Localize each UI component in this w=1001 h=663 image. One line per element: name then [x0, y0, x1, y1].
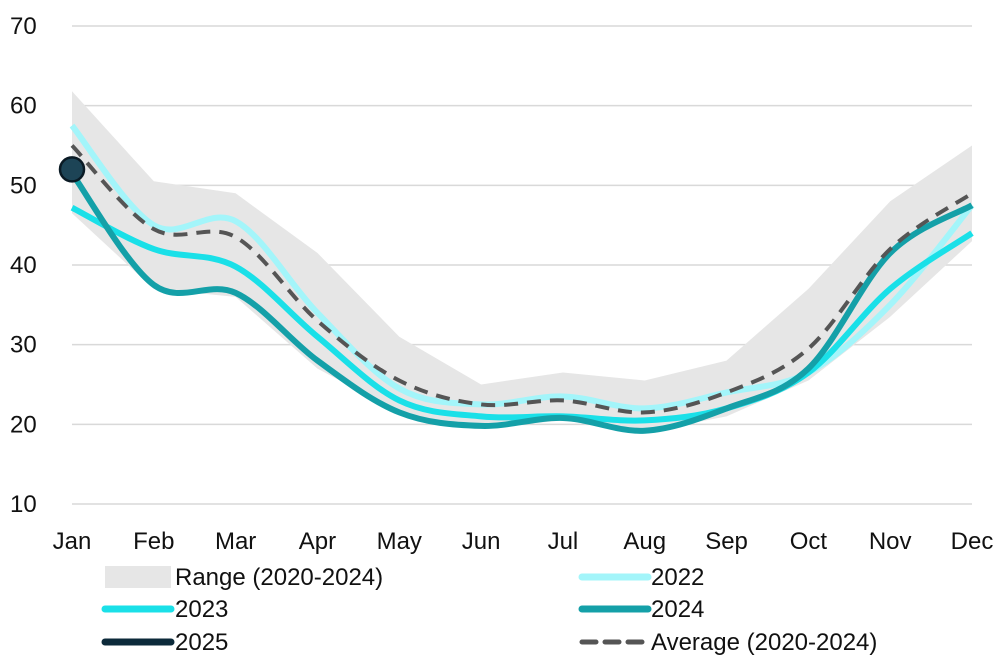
legend-swatch-range-2020-2024	[105, 566, 171, 588]
x-tick-label: Nov	[869, 528, 912, 555]
series-line-average-2020-2024	[70, 144, 974, 415]
x-tick-label: Aug	[623, 528, 666, 555]
x-tick-label: Mar	[215, 528, 256, 555]
series-point-2025	[58, 156, 86, 183]
x-tick-label: Apr	[299, 528, 336, 555]
legend-label-average-2020-2024: Average (2020-2024)	[651, 629, 877, 656]
x-tick-label: Jul	[548, 528, 579, 555]
x-tick-label: May	[377, 528, 422, 555]
series-line-2023	[70, 204, 974, 424]
y-tick-label: 50	[10, 172, 37, 199]
y-tick-label: 10	[10, 491, 37, 518]
y-tick-label: 40	[10, 252, 37, 279]
x-tick-label: Sep	[705, 528, 748, 555]
x-tick-label: Jan	[53, 528, 92, 555]
legend-label-2024: 2024	[651, 596, 704, 623]
x-tick-label: Jun	[462, 528, 501, 555]
legend-label-2025: 2025	[175, 629, 228, 656]
legend-label-range-2020-2024: Range (2020-2024)	[175, 564, 383, 591]
series-line-2024	[69, 171, 974, 434]
x-tick-label: Dec	[951, 528, 994, 555]
x-tick-label: Oct	[790, 528, 828, 555]
legend-label-2022: 2022	[651, 564, 704, 591]
y-tick-label: 20	[10, 411, 37, 438]
y-tick-label: 30	[10, 332, 37, 359]
y-tick-label: 60	[10, 93, 37, 120]
x-tick-label: Feb	[133, 528, 174, 555]
y-tick-label: 70	[10, 13, 37, 40]
range-band	[72, 91, 972, 433]
legend-label-2023: 2023	[175, 596, 228, 623]
